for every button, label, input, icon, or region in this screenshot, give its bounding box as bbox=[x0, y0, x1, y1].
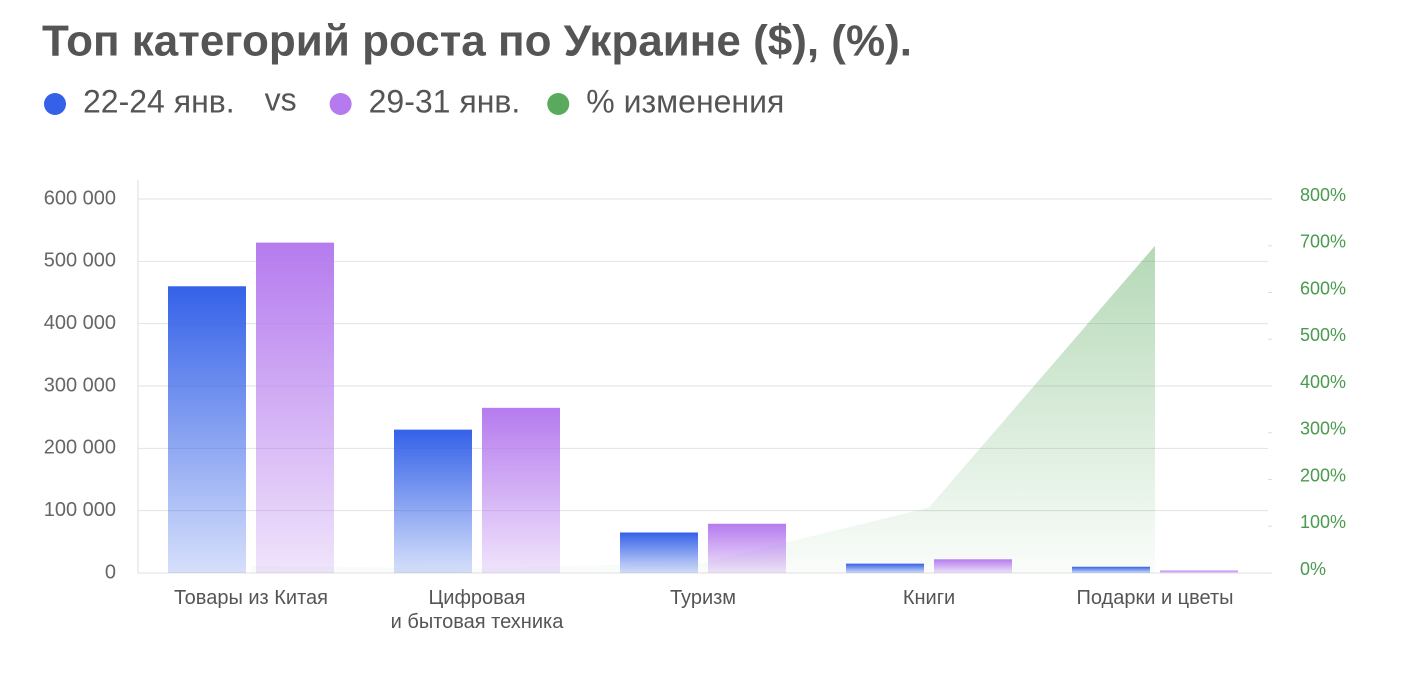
legend-separator: vs bbox=[265, 81, 297, 117]
legend-marker bbox=[547, 93, 570, 115]
legend-label: 22-24 янв. bbox=[83, 83, 235, 119]
bar bbox=[394, 429, 472, 573]
y2-tick-label: 700% bbox=[1300, 232, 1346, 252]
y-tick-label: 600 000 bbox=[44, 187, 116, 209]
y2-tick-label: 500% bbox=[1300, 325, 1346, 345]
bar bbox=[256, 242, 334, 573]
x-tick-label: Подарки и цветы bbox=[1076, 587, 1234, 609]
x-tick-label: Товары из Китая bbox=[174, 587, 328, 609]
y2-tick-label: 600% bbox=[1300, 278, 1346, 298]
y2-tick-label: 400% bbox=[1300, 372, 1346, 392]
bar bbox=[482, 407, 560, 573]
y-tick-label: 500 000 bbox=[44, 250, 116, 272]
y-tick-label: 200 000 bbox=[44, 437, 116, 459]
y2-tick-label: 800% bbox=[1300, 185, 1346, 205]
bar bbox=[1072, 566, 1150, 573]
bar bbox=[620, 532, 698, 573]
y2-tick-label: 0% bbox=[1300, 559, 1326, 579]
legend-label: 29-31 янв. bbox=[369, 83, 521, 119]
x-tick-label: Книги bbox=[902, 587, 956, 609]
legend-marker bbox=[329, 93, 352, 115]
area bbox=[251, 245, 1155, 573]
legend-label: % изменения bbox=[586, 83, 784, 119]
bar bbox=[934, 559, 1012, 573]
legend-marker bbox=[44, 93, 66, 115]
bar bbox=[168, 286, 246, 573]
bar bbox=[708, 523, 786, 573]
x-tick-label: Туризм bbox=[669, 587, 737, 609]
y-tick-label: 300 000 bbox=[44, 374, 116, 396]
chart-title: Топ категорий роста по Украине ($), (%). bbox=[42, 17, 912, 66]
x-tick-label: Цифровая и бытовая техника bbox=[390, 587, 564, 633]
y2-tick-label: 200% bbox=[1300, 465, 1346, 485]
y-tick-label: 400 000 bbox=[44, 312, 116, 334]
y-tick-label: 0 bbox=[105, 561, 116, 583]
y2-tick-label: 300% bbox=[1300, 419, 1346, 439]
bar bbox=[1160, 570, 1238, 573]
bar bbox=[846, 563, 924, 573]
y2-tick-label: 100% bbox=[1300, 512, 1346, 532]
y-tick-label: 100 000 bbox=[44, 499, 116, 521]
